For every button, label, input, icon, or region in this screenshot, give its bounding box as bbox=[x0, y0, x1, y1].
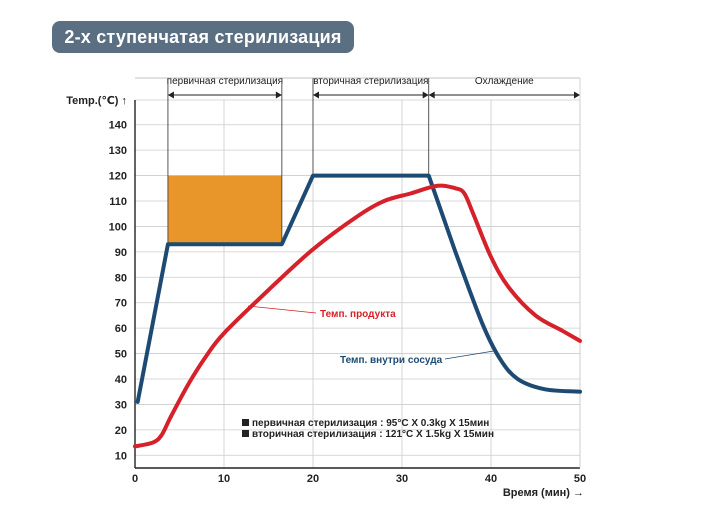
series-line-0 bbox=[135, 173, 582, 404]
annotation-leader-0 bbox=[247, 305, 317, 314]
y-tick-label-60: 60 bbox=[115, 323, 127, 335]
y-tick-label-30: 30 bbox=[115, 399, 127, 411]
axes: 10 20 30 40 50 60 70 80 90 100 110 120 130 140 0 10 20 30… bbox=[66, 95, 586, 499]
phase-arrow-right-0 bbox=[275, 91, 282, 99]
series-line-1 bbox=[133, 183, 582, 449]
highlight-region-layer bbox=[167, 175, 282, 245]
legend-bullet-0 bbox=[242, 419, 249, 426]
y-tick-label-140: 140 bbox=[109, 120, 127, 132]
y-tick-label-50: 50 bbox=[115, 349, 127, 361]
phase-arrow-right-2 bbox=[574, 91, 580, 99]
x-axis-title: Время (мин) → bbox=[503, 487, 584, 499]
grid bbox=[134, 99, 581, 468]
y-tick-label-10: 10 bbox=[115, 450, 127, 462]
chart-title-badge: 2-х ступенчатая стерилизация bbox=[52, 21, 354, 53]
chart-title: 2-х ступенчатая стерилизация bbox=[64, 27, 342, 47]
y-axis-title: Temp.(℃) ↑ bbox=[66, 95, 127, 107]
x-tick-label-0: 0 bbox=[132, 473, 138, 485]
x-tick-label-30: 30 bbox=[396, 473, 408, 485]
y-tick-label-20: 20 bbox=[115, 425, 127, 437]
annotation-leader-1 bbox=[444, 350, 494, 360]
phase-arrow-left-2 bbox=[428, 91, 435, 99]
legend-note-1: вторичная стерилизация : 121°C X 1.5kg X… bbox=[252, 429, 494, 440]
y-tick-label-90: 90 bbox=[115, 247, 127, 259]
phase-brackets: первичная стерилизация вторичная стерилиз… bbox=[135, 76, 581, 468]
annotation-label-0: Темп. продукта bbox=[320, 309, 396, 320]
annotation-label-1: Темп. внутри сосуда bbox=[340, 355, 443, 366]
phase-label-2: Охлаждение bbox=[475, 76, 534, 87]
y-tick-label-130: 130 bbox=[109, 145, 127, 157]
phase-arrow-right-1 bbox=[422, 91, 429, 99]
legend-note-0: первичная стерилизация : 95°C X 0.3kg X … bbox=[252, 418, 489, 429]
y-tick-label-40: 40 bbox=[115, 374, 127, 386]
y-tick-label-70: 70 bbox=[115, 298, 127, 310]
y-tick-label-120: 120 bbox=[109, 171, 127, 183]
phase-label-0: первичная стерилизация bbox=[167, 76, 283, 87]
y-tick-label-100: 100 bbox=[109, 221, 127, 233]
series-layer bbox=[133, 173, 582, 449]
phase-label-1: вторичная стерилизация bbox=[313, 76, 428, 87]
phase-arrow-left-0 bbox=[167, 91, 174, 99]
highlight-region bbox=[167, 175, 282, 245]
y-tick-label-80: 80 bbox=[115, 272, 127, 284]
x-tick-label-10: 10 bbox=[218, 473, 230, 485]
phase-arrow-left-1 bbox=[313, 91, 319, 99]
annotation-layer: Темп. продукта Темп. внутри сосуда bbox=[247, 305, 494, 366]
y-tick-label-110: 110 bbox=[109, 196, 127, 208]
x-tick-label-20: 20 bbox=[307, 473, 319, 485]
legend-bullet-1 bbox=[242, 430, 249, 437]
x-tick-label-50: 50 bbox=[574, 473, 586, 485]
x-tick-label-40: 40 bbox=[485, 473, 497, 485]
legend-notes: первичная стерилизация : 95°C X 0.3kg X … bbox=[242, 418, 494, 440]
